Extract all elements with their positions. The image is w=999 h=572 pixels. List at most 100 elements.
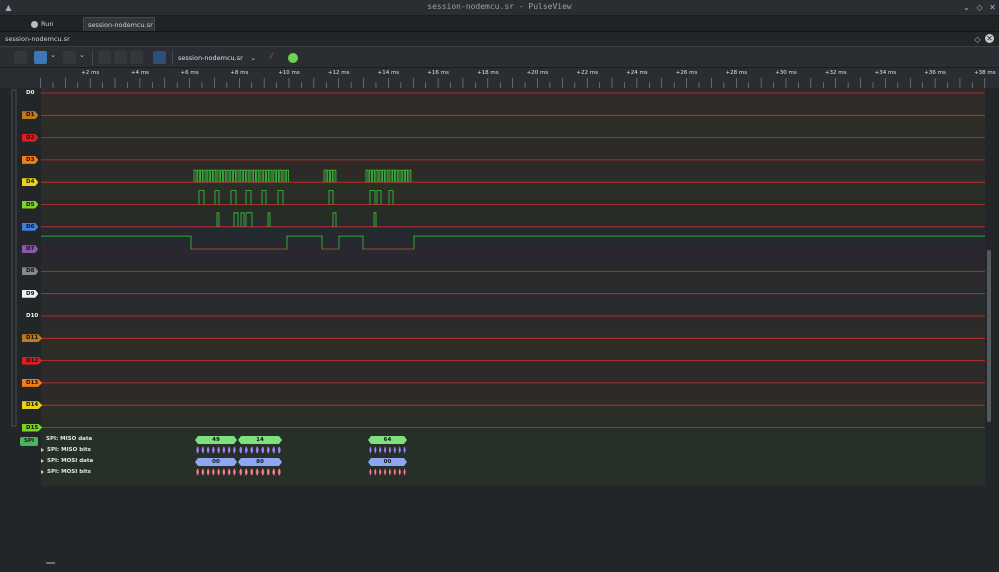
decoder-annotation[interactable]: 64	[368, 436, 407, 444]
tab-run[interactable]: Run	[27, 17, 67, 31]
channel-background	[41, 110, 985, 133]
open-icon[interactable]	[14, 51, 27, 64]
decoder-row-label[interactable]: SPI: MOSI bits	[41, 469, 91, 475]
ruler-tick-label: +26 ms	[675, 70, 698, 76]
spi-decoder-badge[interactable]: SPI	[20, 437, 38, 446]
decoder-bit-mark	[402, 446, 407, 454]
ruler-tick-label: +30 ms	[775, 70, 797, 76]
expand-icon[interactable]	[41, 458, 44, 463]
trace-pulse	[196, 169, 200, 183]
maximize-icon[interactable]: ◇	[976, 3, 983, 12]
trace-view[interactable]: D0 D1 D2 D3 D4 D5 D6 D7 D8 D9 D10 D11 D12 D13 D14 D15 S…	[0, 88, 999, 572]
trace-pulse	[332, 212, 337, 227]
cursor-icon[interactable]	[153, 51, 166, 64]
device-select-value: session-nodemcu.sr	[178, 54, 243, 62]
trace-pulse	[206, 169, 210, 183]
import-menu-chevron-icon[interactable]: ⌄	[79, 51, 85, 59]
channel-background	[41, 244, 985, 267]
channel-label-d7[interactable]: D7	[22, 245, 39, 254]
trace-pulse	[223, 169, 227, 183]
decoder-bit-mark	[378, 446, 382, 454]
decoder-bit-mark	[378, 468, 382, 476]
decoder-add-icon[interactable]	[288, 53, 298, 63]
channel-label-d0[interactable]: D0	[26, 90, 35, 96]
channel-label-d8[interactable]: D8	[22, 267, 39, 276]
decoder-annotation[interactable]: 49	[195, 436, 237, 444]
minimize-icon[interactable]: ⌄	[963, 3, 970, 12]
decoder-row-label[interactable]: SPI: MISO data	[46, 436, 92, 442]
zoom-fit-icon[interactable]	[130, 51, 143, 64]
decoder-bit-mark	[368, 446, 373, 454]
channel-label-d12[interactable]: D12	[22, 356, 43, 365]
app-icon[interactable]: ▲	[5, 3, 12, 12]
trace-group-bracket	[11, 89, 17, 427]
decoder-row-label[interactable]: SPI: MOSI data	[41, 458, 93, 464]
trace-pulse	[323, 169, 327, 183]
decoder-bit-mark	[383, 446, 387, 454]
trace-pulse	[200, 169, 203, 183]
trace-pulse	[408, 169, 412, 183]
ruler-tick-label: +24 ms	[626, 70, 648, 76]
import-icon[interactable]	[63, 51, 76, 64]
decoder-bit-mark	[232, 468, 237, 476]
trace-pulse	[220, 169, 223, 183]
trace-pulse	[245, 190, 252, 205]
horizontal-scroll-handle[interactable]	[46, 562, 55, 564]
main-toolbar: ⌄ ⌄ session-nodemcu.sr ⌄ ⁄	[0, 46, 999, 68]
tab-session[interactable]: session-nodemcu.sr✕	[83, 17, 155, 43]
expand-icon[interactable]	[41, 469, 44, 474]
trace-pulse	[233, 212, 239, 227]
decoder-row-label[interactable]: SPI: MISO bits	[41, 447, 91, 453]
channel-background	[41, 132, 985, 155]
decoder-bit-mark	[206, 468, 210, 476]
channel-label-d4[interactable]: D4	[22, 178, 39, 187]
time-ruler[interactable]: +2 ms +4 ms +6 ms +8 ms +10 ms +12 ms +14 ms +1…	[0, 68, 999, 88]
decoder-row-text: SPI: MOSI bits	[47, 469, 91, 475]
trace-pulse	[249, 169, 253, 183]
decoder-bit-mark	[266, 446, 271, 454]
trace-pulse	[326, 169, 330, 183]
trace-pulse	[230, 190, 237, 205]
vertical-scrollbar[interactable]	[987, 250, 991, 422]
decoder-bit-mark	[216, 446, 221, 454]
probe-config-icon[interactable]: ⁄	[270, 52, 273, 62]
decoder-annotation[interactable]: 00	[368, 458, 407, 466]
close-panel-icon[interactable]: ✕	[985, 34, 994, 43]
channel-label-d3[interactable]: D3	[22, 155, 39, 164]
channel-label-d5[interactable]: D5	[22, 200, 39, 209]
save-menu-chevron-icon[interactable]: ⌄	[50, 51, 56, 59]
decoder-annotation[interactable]: 80	[238, 458, 282, 466]
trace-pulse	[328, 190, 334, 205]
channel-label-d9[interactable]: D9	[22, 289, 39, 298]
decoder-annotation[interactable]: 00	[195, 458, 237, 466]
save-icon[interactable]	[34, 51, 47, 64]
close-window-icon[interactable]: ✕	[989, 3, 996, 12]
trace-pulse	[282, 169, 286, 183]
tab-scroll-icon[interactable]	[3, 17, 7, 31]
channel-label-d15[interactable]: D15	[22, 423, 43, 432]
channel-label-d14[interactable]: D14	[22, 401, 43, 410]
channel-background	[41, 199, 985, 222]
channel-background	[41, 377, 985, 401]
trace-pulse	[239, 169, 243, 183]
channel-label-d13[interactable]: D13	[22, 378, 43, 387]
device-select[interactable]: session-nodemcu.sr ⌄	[178, 51, 262, 65]
decoder-annotation[interactable]: 14	[238, 436, 282, 444]
channel-label-d1[interactable]: D1	[22, 111, 39, 120]
channel-label-d6[interactable]: D6	[22, 222, 39, 231]
channel-label-d10[interactable]: D10	[26, 313, 39, 319]
ruler-tick-label: +34 ms	[874, 70, 897, 76]
trace-pulse	[398, 169, 402, 183]
trace-pulse	[193, 169, 197, 183]
decoder-bit-mark	[402, 468, 407, 476]
trace-pulse	[279, 169, 283, 183]
trace-pulse	[229, 169, 233, 183]
expand-icon[interactable]	[41, 447, 44, 452]
zoom-out-icon[interactable]	[114, 51, 127, 64]
channel-label-d11[interactable]: D11	[22, 334, 43, 343]
zoom-in-icon[interactable]	[98, 51, 111, 64]
trace-pulse	[216, 212, 220, 227]
float-panel-icon[interactable]: ◇	[974, 35, 981, 44]
ruler-tick-label: +8 ms	[230, 70, 249, 76]
channel-label-d2[interactable]: D2	[22, 133, 39, 142]
